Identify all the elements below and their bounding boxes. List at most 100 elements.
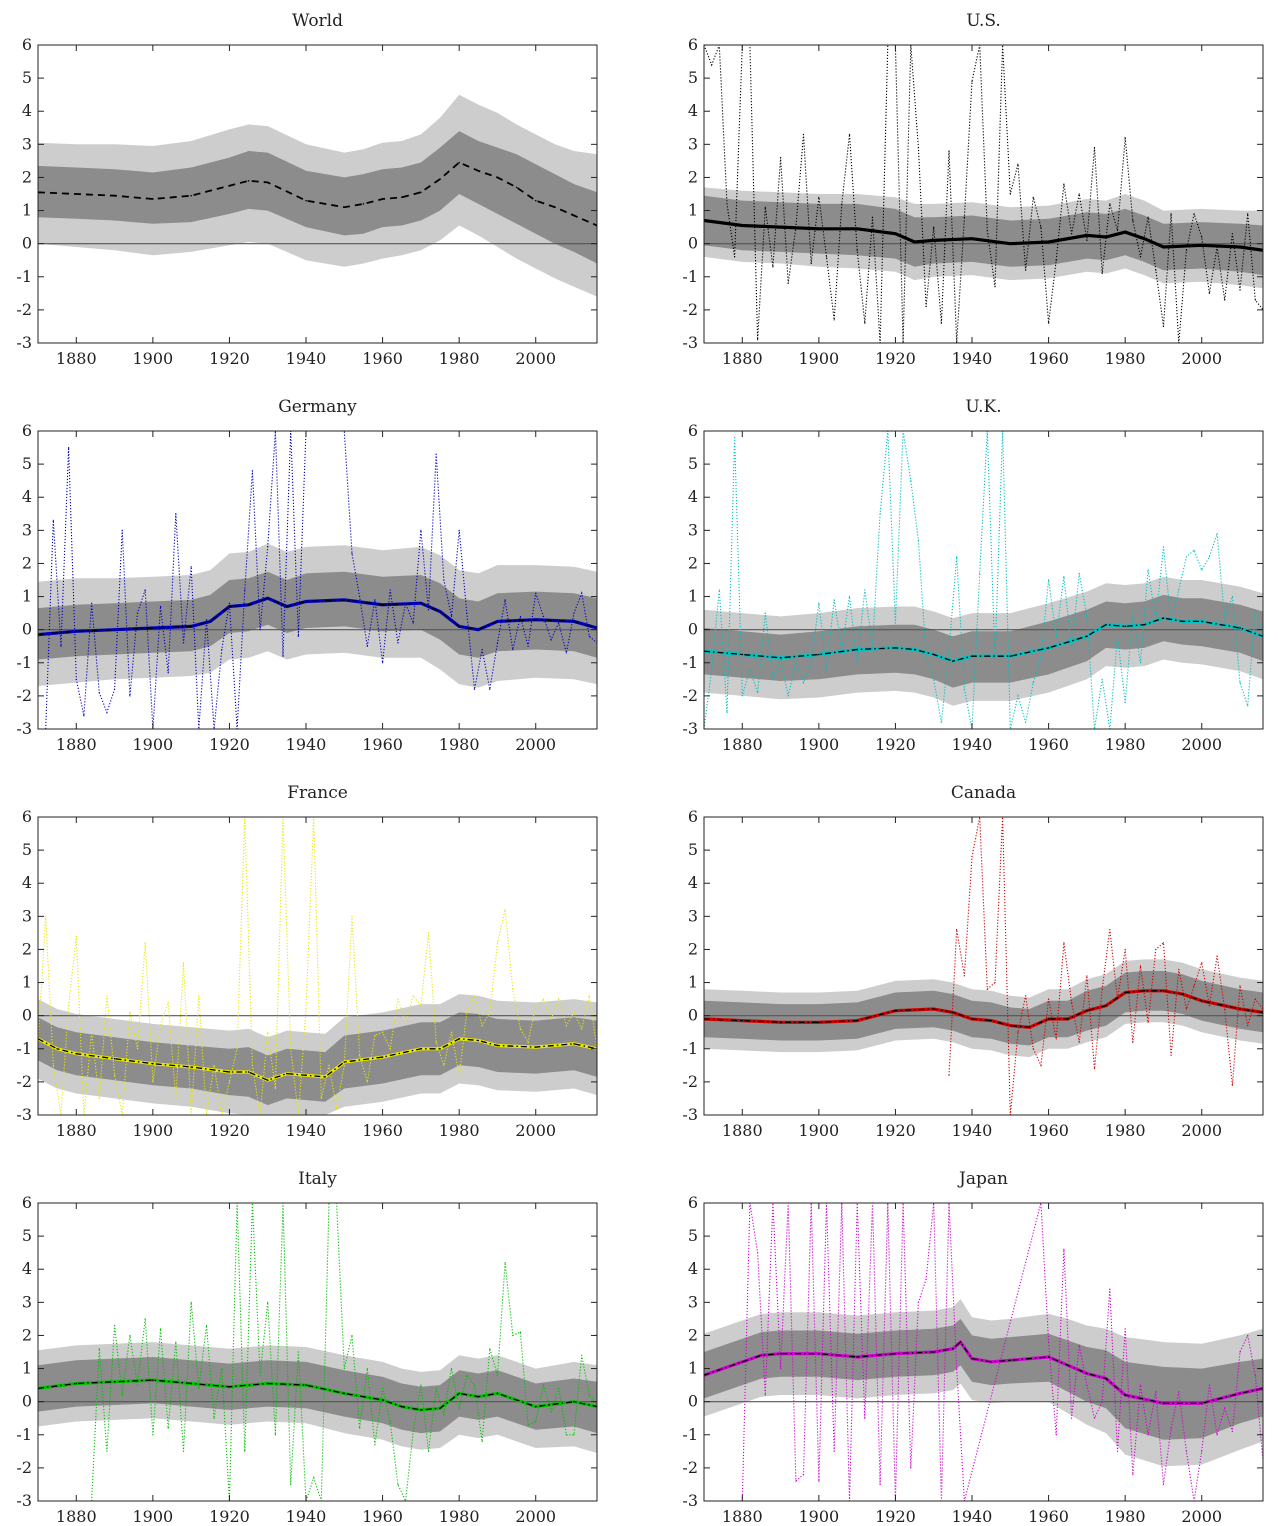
observed-point: [1124, 137, 1126, 139]
observed-point: [535, 1005, 537, 1007]
x-tick-label: 1940: [286, 1121, 327, 1140]
observed-point: [1101, 1401, 1103, 1403]
observed-point: [1201, 569, 1203, 571]
observed-point: [297, 1351, 299, 1353]
trend-point: [420, 1047, 422, 1050]
x-tick-label: 1960: [1028, 1121, 1069, 1140]
band-68: [704, 971, 1263, 1046]
y-tick-label: 3: [688, 1292, 698, 1311]
observed-point: [113, 688, 116, 690]
trend-point: [856, 1019, 858, 1022]
observed-point: [1093, 147, 1096, 149]
trend-point: [420, 191, 422, 194]
trend-point: [1105, 623, 1107, 626]
observed-point: [1139, 256, 1142, 258]
y-tick-label: 6: [688, 807, 698, 826]
panel-5: 1880 1900 1920 1940 1960 1980 2000 6 5 4 3 2 1 0 -1 -2 -…: [682, 783, 1264, 1140]
observed-point: [1017, 1031, 1019, 1033]
trend-point: [1239, 1008, 1241, 1010]
trend-point: [362, 203, 365, 205]
y-tick-label: -1: [16, 1039, 32, 1058]
trend-point: [971, 237, 973, 240]
observed-point: [512, 988, 514, 990]
observed-point: [581, 1354, 583, 1356]
observed-point: [129, 1011, 131, 1013]
trend-point: [1105, 1004, 1107, 1007]
observed-point: [420, 1005, 422, 1007]
x-tick-label: 1980: [1105, 735, 1146, 754]
x-tick-label: 1940: [952, 735, 993, 754]
x-tick-label: 1880: [56, 735, 97, 754]
y-tick-label: 2: [22, 939, 32, 958]
observed-point: [244, 1450, 246, 1452]
observed-point: [129, 695, 131, 697]
observed-point: [956, 1367, 958, 1370]
observed-point: [1162, 1483, 1165, 1486]
x-tick-label: 1900: [799, 735, 840, 754]
observed-point: [1032, 1048, 1034, 1050]
observed-point: [833, 319, 835, 321]
y-tick-label: 1: [22, 1359, 32, 1378]
plot-area: [704, 1203, 1263, 1501]
observed-point: [1139, 965, 1142, 967]
plot-area: [704, 817, 1263, 1115]
trend-point: [515, 1399, 518, 1401]
observed-point: [481, 1440, 483, 1442]
observed-point: [726, 711, 728, 714]
y-tick-label: 5: [688, 454, 698, 473]
observed-point: [450, 1367, 453, 1370]
y-tick-label: 1: [688, 587, 698, 606]
band-68: [704, 195, 1263, 276]
trend-point: [266, 1079, 269, 1082]
observed-point: [979, 572, 981, 574]
trend-point: [75, 193, 78, 195]
band-68: [38, 571, 597, 660]
trend-point: [1200, 620, 1203, 623]
observed-point: [963, 975, 965, 977]
y-tick-label: 4: [22, 1259, 32, 1278]
x-tick-label: 1920: [209, 1507, 250, 1526]
observed-point: [1116, 635, 1119, 637]
trend-point: [190, 1066, 192, 1068]
observed-point: [466, 612, 468, 614]
y-tick-label: 6: [688, 35, 698, 54]
observed-point: [1147, 1021, 1149, 1023]
x-tick-label: 1920: [875, 735, 916, 754]
observed-point: [871, 645, 874, 647]
observed-point: [1025, 721, 1027, 723]
observed-point: [1193, 213, 1195, 215]
observed-point: [734, 256, 736, 258]
observed-point: [542, 615, 544, 618]
trend-point: [779, 1021, 782, 1024]
observed-point: [144, 942, 146, 944]
y-tick-label: -2: [16, 1458, 32, 1477]
trend-point: [190, 625, 192, 628]
y-tick-label: 1: [688, 201, 698, 220]
trend-point: [247, 179, 250, 182]
x-tick-label: 1940: [952, 1507, 993, 1526]
observed-point: [802, 1473, 805, 1476]
y-tick-label: 0: [688, 234, 698, 253]
x-tick-label: 1960: [1028, 1507, 1069, 1526]
observed-point: [443, 579, 445, 581]
observed-point: [1170, 1054, 1172, 1056]
observed-point: [1101, 678, 1103, 680]
axes-box: [703, 816, 1264, 1116]
observed-point: [1178, 589, 1180, 591]
observed-point: [374, 599, 376, 601]
x-tick-label: 2000: [515, 349, 556, 368]
y-tick-label: 4: [688, 487, 698, 506]
observed-point: [397, 1483, 399, 1486]
x-tick-label: 1940: [952, 1121, 993, 1140]
observed-point: [1032, 682, 1034, 684]
y-tick-label: 0: [688, 620, 698, 639]
band-68: [38, 1012, 597, 1106]
observed-point: [75, 678, 77, 680]
trend-point: [1086, 1372, 1088, 1375]
observed-point: [1254, 1374, 1256, 1376]
axes-box: [37, 44, 598, 344]
observed-point: [297, 635, 299, 637]
x-tick-label: 2000: [515, 1121, 556, 1140]
observed-point: [221, 1367, 223, 1370]
observed-point: [359, 595, 361, 598]
